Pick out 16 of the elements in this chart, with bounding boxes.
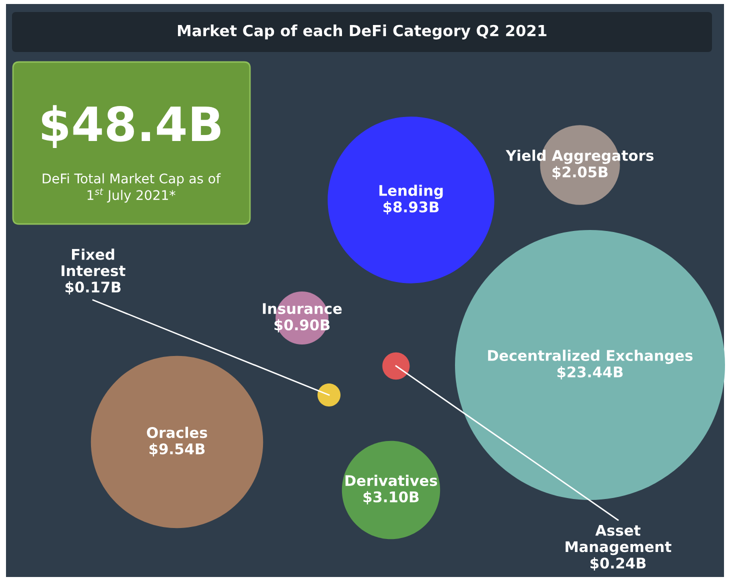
text: $48.4B (42, 105, 220, 148)
category-label: Oracles (146, 426, 208, 438)
data-label: $0.24B (590, 557, 646, 571)
category-label: Asset Management (566, 525, 672, 556)
data-label: $0.17B (66, 281, 121, 294)
data-label: $9.54B (150, 443, 205, 456)
data-label: $23.44B (557, 366, 623, 380)
text: DeFi Total Market Cap as of 1$^{st}$ July 2021* (42, 173, 221, 203)
category-label: Derivatives (346, 474, 438, 486)
data-label: $3.10B (364, 491, 419, 504)
data-label: $2.05B (552, 166, 608, 180)
category-label: Fixed Interest (62, 248, 126, 276)
data-label: $8.93B (384, 201, 439, 214)
text: Market Cap of each DeFi Category Q2 2021 (178, 24, 546, 40)
category-label: Decentralized Exchanges (488, 350, 693, 364)
category-label: Lending (379, 184, 443, 199)
